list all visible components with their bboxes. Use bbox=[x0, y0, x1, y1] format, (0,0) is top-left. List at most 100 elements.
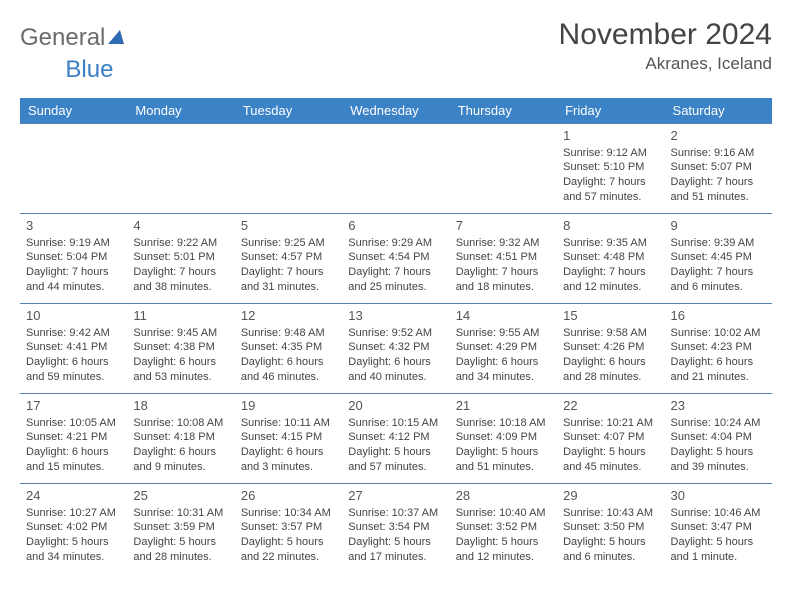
day-number: 17 bbox=[26, 397, 121, 415]
calendar-cell: 2Sunrise: 9:16 AMSunset: 5:07 PMDaylight… bbox=[665, 124, 772, 214]
daylight-text: Daylight: 7 hours bbox=[671, 265, 766, 280]
sunrise-text: Sunrise: 10:11 AM bbox=[241, 416, 336, 431]
calendar-cell: 1Sunrise: 9:12 AMSunset: 5:10 PMDaylight… bbox=[557, 124, 664, 214]
daylight-text: Daylight: 5 hours bbox=[671, 535, 766, 550]
sunrise-text: Sunrise: 10:02 AM bbox=[671, 326, 766, 341]
sunset-text: Sunset: 4:04 PM bbox=[671, 430, 766, 445]
calendar-cell: 13Sunrise: 9:52 AMSunset: 4:32 PMDayligh… bbox=[342, 304, 449, 394]
daylight-text: Daylight: 6 hours bbox=[241, 445, 336, 460]
daylight-text: Daylight: 6 hours bbox=[348, 355, 443, 370]
brand-word-1: General bbox=[20, 24, 105, 52]
daylight-text: and 17 minutes. bbox=[348, 550, 443, 565]
day-number: 2 bbox=[671, 127, 766, 145]
sunset-text: Sunset: 4:51 PM bbox=[456, 250, 551, 265]
calendar-cell: 30Sunrise: 10:46 AMSunset: 3:47 PMDaylig… bbox=[665, 484, 772, 574]
sunrise-text: Sunrise: 10:43 AM bbox=[563, 506, 658, 521]
day-number: 8 bbox=[563, 217, 658, 235]
calendar-cell: 24Sunrise: 10:27 AMSunset: 4:02 PMDaylig… bbox=[20, 484, 127, 574]
daylight-text: Daylight: 6 hours bbox=[26, 445, 121, 460]
calendar-cell: 14Sunrise: 9:55 AMSunset: 4:29 PMDayligh… bbox=[450, 304, 557, 394]
day-number: 13 bbox=[348, 307, 443, 325]
daylight-text: Daylight: 5 hours bbox=[456, 445, 551, 460]
daylight-text: and 34 minutes. bbox=[456, 370, 551, 385]
sunset-text: Sunset: 4:35 PM bbox=[241, 340, 336, 355]
sunrise-text: Sunrise: 9:52 AM bbox=[348, 326, 443, 341]
daylight-text: and 46 minutes. bbox=[241, 370, 336, 385]
calendar-page: General November 2024 Akranes, Iceland G… bbox=[0, 0, 792, 584]
calendar-cell bbox=[450, 124, 557, 214]
sunset-text: Sunset: 4:38 PM bbox=[133, 340, 228, 355]
day-number: 12 bbox=[241, 307, 336, 325]
title-block: November 2024 Akranes, Iceland bbox=[559, 18, 772, 74]
sunrise-text: Sunrise: 10:34 AM bbox=[241, 506, 336, 521]
day-number: 23 bbox=[671, 397, 766, 415]
daylight-text: and 51 minutes. bbox=[671, 190, 766, 205]
daylight-text: and 45 minutes. bbox=[563, 460, 658, 475]
sunset-text: Sunset: 5:01 PM bbox=[133, 250, 228, 265]
daylight-text: and 28 minutes. bbox=[133, 550, 228, 565]
sunrise-text: Sunrise: 9:22 AM bbox=[133, 236, 228, 251]
day-header: Friday bbox=[557, 98, 664, 124]
day-number: 16 bbox=[671, 307, 766, 325]
sunset-text: Sunset: 4:02 PM bbox=[26, 520, 121, 535]
calendar-cell: 22Sunrise: 10:21 AMSunset: 4:07 PMDaylig… bbox=[557, 394, 664, 484]
calendar-cell: 11Sunrise: 9:45 AMSunset: 4:38 PMDayligh… bbox=[127, 304, 234, 394]
day-header: Tuesday bbox=[235, 98, 342, 124]
daylight-text: and 59 minutes. bbox=[26, 370, 121, 385]
daylight-text: and 34 minutes. bbox=[26, 550, 121, 565]
daylight-text: Daylight: 6 hours bbox=[133, 355, 228, 370]
sunrise-text: Sunrise: 9:12 AM bbox=[563, 146, 658, 161]
day-number: 18 bbox=[133, 397, 228, 415]
calendar-cell: 25Sunrise: 10:31 AMSunset: 3:59 PMDaylig… bbox=[127, 484, 234, 574]
daylight-text: Daylight: 5 hours bbox=[563, 535, 658, 550]
daylight-text: Daylight: 7 hours bbox=[456, 265, 551, 280]
brand-logo: General bbox=[20, 18, 129, 52]
daylight-text: and 28 minutes. bbox=[563, 370, 658, 385]
calendar-week-row: 3Sunrise: 9:19 AMSunset: 5:04 PMDaylight… bbox=[20, 214, 772, 304]
daylight-text: and 22 minutes. bbox=[241, 550, 336, 565]
month-title: November 2024 bbox=[559, 18, 772, 52]
day-number: 3 bbox=[26, 217, 121, 235]
sunrise-text: Sunrise: 10:40 AM bbox=[456, 506, 551, 521]
sunrise-text: Sunrise: 9:29 AM bbox=[348, 236, 443, 251]
sunrise-text: Sunrise: 9:42 AM bbox=[26, 326, 121, 341]
daylight-text: Daylight: 5 hours bbox=[241, 535, 336, 550]
sunset-text: Sunset: 3:59 PM bbox=[133, 520, 228, 535]
sunrise-text: Sunrise: 9:19 AM bbox=[26, 236, 121, 251]
calendar-cell: 16Sunrise: 10:02 AMSunset: 4:23 PMDaylig… bbox=[665, 304, 772, 394]
daylight-text: Daylight: 5 hours bbox=[563, 445, 658, 460]
sunrise-text: Sunrise: 10:37 AM bbox=[348, 506, 443, 521]
day-number: 1 bbox=[563, 127, 658, 145]
calendar-cell: 6Sunrise: 9:29 AMSunset: 4:54 PMDaylight… bbox=[342, 214, 449, 304]
daylight-text: and 18 minutes. bbox=[456, 280, 551, 295]
calendar-cell: 4Sunrise: 9:22 AMSunset: 5:01 PMDaylight… bbox=[127, 214, 234, 304]
calendar-table: SundayMondayTuesdayWednesdayThursdayFrid… bbox=[20, 98, 772, 574]
daylight-text: and 53 minutes. bbox=[133, 370, 228, 385]
calendar-week-row: 17Sunrise: 10:05 AMSunset: 4:21 PMDaylig… bbox=[20, 394, 772, 484]
triangle-icon bbox=[108, 30, 126, 44]
calendar-cell: 7Sunrise: 9:32 AMSunset: 4:51 PMDaylight… bbox=[450, 214, 557, 304]
sunrise-text: Sunrise: 9:39 AM bbox=[671, 236, 766, 251]
sunset-text: Sunset: 5:10 PM bbox=[563, 160, 658, 175]
calendar-cell: 17Sunrise: 10:05 AMSunset: 4:21 PMDaylig… bbox=[20, 394, 127, 484]
sunset-text: Sunset: 3:57 PM bbox=[241, 520, 336, 535]
calendar-cell: 9Sunrise: 9:39 AMSunset: 4:45 PMDaylight… bbox=[665, 214, 772, 304]
sunset-text: Sunset: 4:48 PM bbox=[563, 250, 658, 265]
sunset-text: Sunset: 4:45 PM bbox=[671, 250, 766, 265]
sunset-text: Sunset: 5:04 PM bbox=[26, 250, 121, 265]
day-header: Wednesday bbox=[342, 98, 449, 124]
sunrise-text: Sunrise: 10:27 AM bbox=[26, 506, 121, 521]
day-header: Monday bbox=[127, 98, 234, 124]
sunrise-text: Sunrise: 10:31 AM bbox=[133, 506, 228, 521]
daylight-text: Daylight: 7 hours bbox=[671, 175, 766, 190]
daylight-text: Daylight: 6 hours bbox=[563, 355, 658, 370]
daylight-text: and 57 minutes. bbox=[348, 460, 443, 475]
daylight-text: Daylight: 7 hours bbox=[563, 175, 658, 190]
daylight-text: and 12 minutes. bbox=[456, 550, 551, 565]
daylight-text: Daylight: 6 hours bbox=[671, 355, 766, 370]
calendar-cell: 26Sunrise: 10:34 AMSunset: 3:57 PMDaylig… bbox=[235, 484, 342, 574]
daylight-text: Daylight: 6 hours bbox=[241, 355, 336, 370]
daylight-text: Daylight: 7 hours bbox=[26, 265, 121, 280]
calendar-cell: 27Sunrise: 10:37 AMSunset: 3:54 PMDaylig… bbox=[342, 484, 449, 574]
sunrise-text: Sunrise: 10:15 AM bbox=[348, 416, 443, 431]
